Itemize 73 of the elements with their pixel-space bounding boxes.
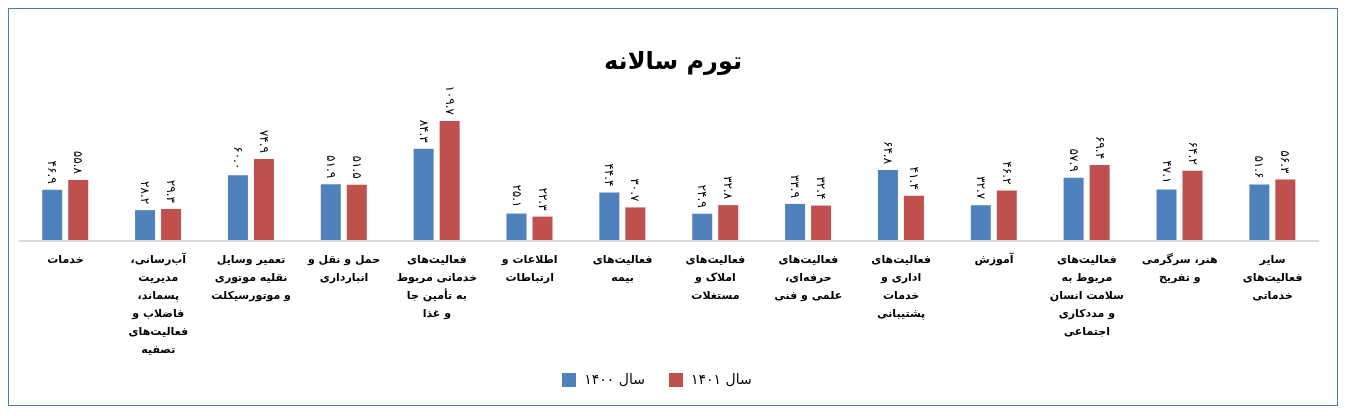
legend-label: سال ۱۴۰۰ (584, 371, 645, 387)
x-tick-label: فعالیت‌های خدماتی مربوط به تأمین جا و غذا (396, 253, 478, 320)
data-label: ۴۶.۲ (999, 161, 1014, 185)
bar (1182, 170, 1203, 241)
data-label: ۶۹.۴ (1092, 135, 1107, 160)
bar (413, 148, 434, 241)
x-tick-label: فعالیت‌های حرفه‌ای، علمی و فنی (774, 253, 843, 302)
x-tick-label: فعالیت‌های املاک و مستغلات (685, 253, 746, 302)
bar (532, 216, 553, 241)
data-label: ۴۷.۱ (1159, 160, 1174, 184)
data-label: ۳۲.۸ (721, 175, 736, 200)
x-tick-label: هنر، سرگرمی و تفریح (1141, 253, 1218, 284)
bar (1275, 179, 1296, 241)
bar (785, 203, 806, 241)
data-label: ۲۵.۱ (509, 184, 524, 208)
bar (599, 192, 620, 241)
bar (718, 205, 739, 241)
bar (68, 179, 89, 241)
data-label: ۵۱.۶ (1252, 155, 1267, 179)
bar (1249, 184, 1270, 241)
data-label: ۴۱.۴ (906, 166, 921, 190)
bar (161, 208, 182, 241)
data-label: ۸۴.۳ (416, 119, 431, 144)
bar (996, 190, 1017, 241)
x-tick-label: فعالیت‌های اداری و خدمات پشتیبانی (871, 253, 931, 320)
x-tick-label: آب‌رسانی، مدیریت پسماند، فاضلاب و فعالیت‌های تصفیه (128, 252, 189, 356)
bar (970, 205, 991, 241)
data-label: ۳۳.۹ (788, 174, 803, 198)
data-label: ۲۲.۳ (535, 187, 550, 212)
bar (135, 210, 156, 241)
data-label: ۵۱.۹ (323, 155, 338, 179)
bar (877, 170, 898, 241)
bar (346, 184, 367, 241)
bar (42, 189, 63, 241)
data-label: ۳۰.۷ (628, 178, 643, 202)
data-label: ۶۰.۰ (230, 146, 245, 170)
bar (506, 213, 527, 241)
bar (811, 205, 832, 241)
x-tick-label: خدمات (47, 253, 84, 266)
data-label: ۵۷.۹ (1066, 148, 1081, 172)
bar (227, 175, 248, 241)
bar (1156, 189, 1177, 241)
bar (253, 159, 274, 241)
bar (1089, 165, 1110, 241)
bar (320, 184, 341, 241)
x-tick-label: فعالیت‌های مربوط به سلامت انسان و مددکاری اجتماعی (1049, 253, 1124, 338)
bar (903, 195, 924, 241)
data-label: ۴۶.۹ (45, 160, 60, 184)
bar (625, 207, 646, 241)
bar (439, 121, 460, 241)
data-label: ۵۵.۸ (71, 150, 86, 175)
bar (692, 213, 713, 241)
data-label: ۲۸.۲ (138, 181, 153, 205)
data-label: ۵۱.۵ (349, 155, 364, 179)
x-tick-label: سایر فعالیت‌های خدماتی (1242, 253, 1303, 302)
x-tick-label: آموزش (974, 252, 1014, 266)
data-label: ۴۴.۴ (602, 163, 617, 187)
data-label: ۲۴.۹ (695, 184, 710, 208)
chart-title: تورم سالانه (603, 47, 743, 77)
data-label: ۳۲.۷ (973, 176, 988, 200)
data-label: ۵۶.۳ (1278, 150, 1293, 174)
data-label: ۷۴.۹ (256, 129, 271, 154)
bar (1063, 177, 1084, 241)
x-tick-label: اطلاعات و ارتباطات (500, 253, 558, 284)
x-tick-label: فعالیت‌های بیمه (592, 253, 653, 284)
x-tick-label: حمل و نقل و انبارداری (306, 253, 381, 284)
data-label: ۱۰۹.۷ (442, 85, 457, 116)
legend-label: سال ۱۴۰۱ (691, 371, 752, 387)
data-label: ۶۴.۸ (880, 140, 895, 165)
x-tick-label: تعمیر وسایل نقلیه موتوری و موتورسیکلت (211, 253, 292, 302)
data-label: ۲۹.۳ (164, 179, 179, 204)
data-label: ۳۲.۴ (814, 176, 829, 200)
data-label: ۶۴.۲ (1185, 141, 1200, 165)
